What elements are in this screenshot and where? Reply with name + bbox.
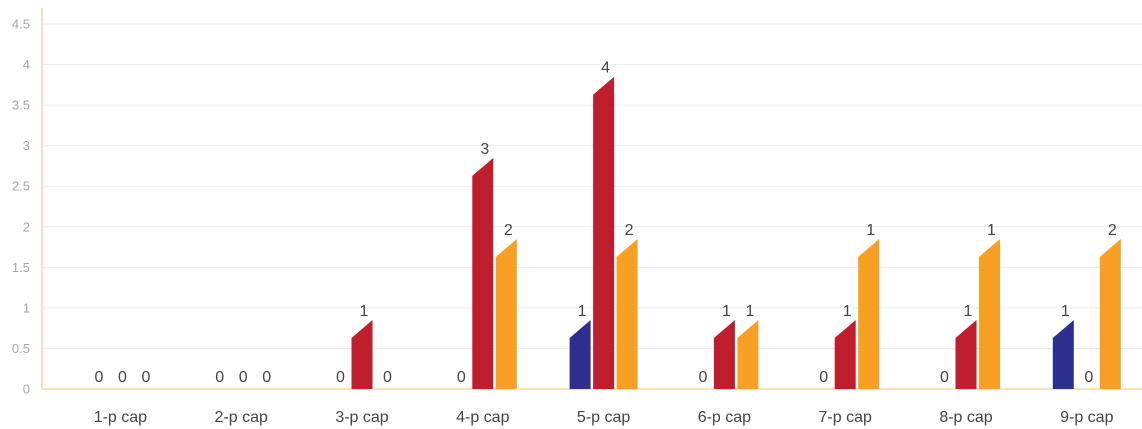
data-label: 0 [118, 369, 127, 386]
data-label: 0 [239, 369, 248, 386]
bar [1052, 320, 1074, 389]
y-tick-label: 1.5 [12, 260, 30, 275]
x-tick-label: 7-p cap [819, 409, 872, 426]
x-tick-label: 2-p cap [215, 409, 268, 426]
y-tick-label: 2.5 [12, 179, 30, 194]
data-label: 1 [1061, 303, 1070, 320]
bar [495, 238, 517, 389]
bar [955, 320, 977, 389]
bar [737, 320, 759, 389]
bar [713, 320, 735, 389]
data-label: 0 [141, 369, 150, 386]
bar [569, 320, 591, 389]
data-label: 2 [625, 222, 634, 239]
bar [1099, 238, 1121, 389]
x-tick-label: 6-p cap [698, 409, 751, 426]
bars [351, 76, 1121, 389]
data-label: 1 [843, 303, 852, 320]
data-label: 4 [601, 60, 610, 77]
data-label: 0 [1084, 369, 1093, 386]
data-label: 1 [578, 303, 587, 320]
data-label: 1 [866, 222, 875, 239]
data-label: 2 [504, 222, 513, 239]
data-label: 2 [1108, 222, 1117, 239]
bar [472, 157, 494, 389]
data-label: 0 [336, 369, 345, 386]
x-tick-label: 8-p cap [939, 409, 992, 426]
x-axis: 1-p cap 2-p cap 3-p cap 4-p cap 5-p cap 6-p c… [94, 409, 1114, 426]
bar [351, 320, 373, 389]
data-label: 1 [964, 303, 973, 320]
y-tick-label: 0 [23, 382, 30, 397]
bar [858, 238, 880, 389]
x-tick-label: 3-p cap [335, 409, 388, 426]
y-tick-label: 2 [23, 219, 30, 234]
x-tick-label: 9-p cap [1060, 409, 1113, 426]
bar [616, 238, 638, 389]
y-tick-label: 3 [23, 138, 30, 153]
data-label: 1 [987, 222, 996, 239]
y-tick-label: 3.5 [12, 98, 30, 113]
y-tick-label: 1 [23, 300, 30, 315]
bar [834, 320, 856, 389]
data-label: 0 [383, 369, 392, 386]
data-label: 1 [360, 303, 369, 320]
data-label: 0 [940, 369, 949, 386]
data-label: 0 [819, 369, 828, 386]
y-axis: 0 0.5 1 1.5 2 2.5 3 3.5 4 4.5 [12, 17, 30, 397]
data-label: 1 [722, 303, 731, 320]
y-tick-label: 0.5 [12, 341, 30, 356]
bar [979, 238, 1000, 389]
x-tick-label: 5-p cap [577, 409, 630, 426]
x-tick-label: 1-p cap [94, 409, 147, 426]
grid-layer [41, 8, 1142, 390]
data-label: 0 [94, 369, 103, 386]
data-label: 0 [698, 369, 707, 386]
data-label: 0 [262, 369, 271, 386]
data-label: 0 [457, 369, 466, 386]
data-label: 3 [480, 141, 489, 158]
y-tick-label: 4.5 [12, 17, 30, 32]
bar [593, 76, 615, 389]
y-tick-label: 4 [23, 57, 30, 72]
x-tick-label: 4-p cap [456, 409, 509, 426]
data-label: 1 [745, 303, 754, 320]
data-label: 0 [215, 369, 224, 386]
